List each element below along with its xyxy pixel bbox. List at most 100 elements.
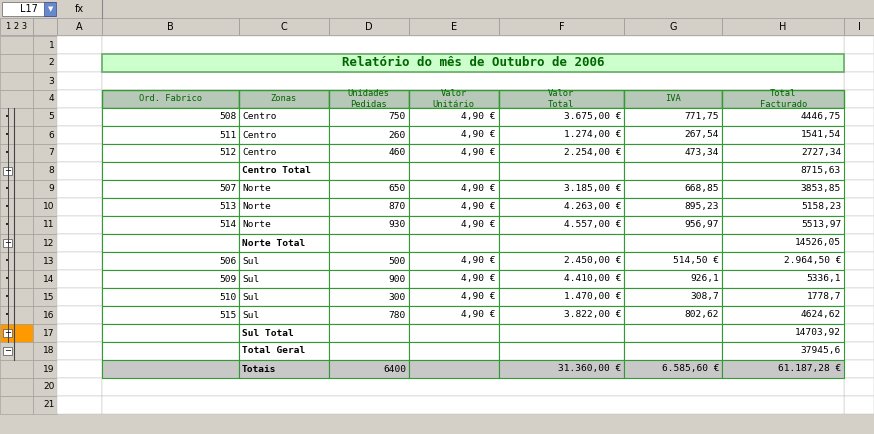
Text: G: G (669, 22, 676, 32)
Bar (844, 324, 874, 342)
Bar (844, 180, 874, 198)
Bar (409, 18, 498, 35)
Text: 4: 4 (49, 95, 54, 103)
Bar (624, 144, 722, 162)
Text: I: I (857, 22, 861, 32)
Bar (33, 216, 58, 234)
Bar (33, 270, 58, 288)
Bar (58, 324, 101, 342)
Text: 513: 513 (218, 203, 236, 211)
Bar (58, 144, 101, 162)
Text: Norte Total: Norte Total (242, 239, 305, 247)
Bar (0, 126, 33, 144)
Bar (409, 216, 498, 234)
Text: ▼: ▼ (48, 6, 53, 12)
Bar (722, 108, 844, 126)
Text: B: B (167, 22, 174, 32)
Text: 4,90 €: 4,90 € (461, 184, 496, 194)
Text: 750: 750 (389, 112, 406, 122)
Bar (844, 378, 874, 396)
Text: 4,90 €: 4,90 € (461, 148, 496, 158)
Text: 37945,6: 37945,6 (801, 346, 841, 355)
Bar (498, 18, 624, 35)
Bar (844, 144, 874, 162)
Text: 512: 512 (218, 148, 236, 158)
Text: 4,90 €: 4,90 € (461, 131, 496, 139)
Text: 6: 6 (49, 131, 54, 139)
Text: 10: 10 (43, 203, 54, 211)
Bar (33, 288, 58, 306)
Bar (329, 270, 409, 288)
Text: Valor
Total: Valor Total (548, 89, 574, 108)
Bar (409, 180, 498, 198)
Text: Totais: Totais (242, 365, 277, 374)
Text: 4,90 €: 4,90 € (461, 112, 496, 122)
Bar (624, 360, 722, 378)
Bar (844, 126, 874, 144)
Bar (101, 378, 844, 396)
Bar (58, 378, 101, 396)
Bar (844, 36, 874, 54)
Bar (329, 216, 409, 234)
Bar (33, 342, 58, 360)
Bar (33, 252, 58, 270)
Bar (498, 180, 624, 198)
Bar (0, 288, 33, 306)
Bar (58, 360, 101, 378)
Bar (45, 2, 57, 16)
Text: 6400: 6400 (383, 365, 406, 374)
Bar (58, 162, 101, 180)
Text: Centro Total: Centro Total (242, 167, 311, 175)
Text: 956,97: 956,97 (684, 220, 719, 230)
Text: 17: 17 (43, 329, 54, 338)
Text: •: • (5, 150, 9, 156)
Text: 3: 3 (49, 76, 54, 85)
Bar (498, 162, 624, 180)
Text: 870: 870 (389, 203, 406, 211)
Bar (239, 270, 329, 288)
Text: 4.263,00 €: 4.263,00 € (564, 203, 621, 211)
Bar (3, 239, 12, 247)
Bar (0, 180, 33, 198)
Text: Centro: Centro (242, 148, 277, 158)
Bar (58, 18, 101, 35)
Bar (722, 270, 844, 288)
Bar (722, 162, 844, 180)
Bar (0, 54, 33, 72)
Bar (329, 198, 409, 216)
Bar (498, 234, 624, 252)
Bar (498, 216, 624, 234)
Bar (101, 216, 239, 234)
Text: 3.185,00 €: 3.185,00 € (564, 184, 621, 194)
Bar (239, 324, 329, 342)
Text: 514,50 €: 514,50 € (673, 256, 719, 266)
Bar (722, 234, 844, 252)
Bar (722, 90, 844, 108)
Bar (239, 306, 329, 324)
Bar (409, 252, 498, 270)
Text: •: • (5, 294, 9, 300)
Text: 4.557,00 €: 4.557,00 € (564, 220, 621, 230)
Bar (409, 90, 498, 108)
Bar (239, 360, 329, 378)
Bar (329, 180, 409, 198)
Bar (722, 306, 844, 324)
Text: Zonas: Zonas (271, 95, 297, 103)
Bar (844, 72, 874, 90)
Bar (2, 2, 55, 16)
Text: 11: 11 (43, 220, 54, 230)
Text: C: C (281, 22, 288, 32)
Bar (722, 18, 844, 35)
Bar (329, 342, 409, 360)
Bar (844, 90, 874, 108)
Bar (409, 270, 498, 288)
Bar (58, 234, 101, 252)
Bar (101, 108, 239, 126)
Bar (498, 144, 624, 162)
Text: 4446,75: 4446,75 (801, 112, 841, 122)
Bar (33, 360, 58, 378)
Bar (33, 378, 58, 396)
Bar (33, 36, 58, 54)
Text: 300: 300 (389, 293, 406, 302)
Bar (33, 306, 58, 324)
